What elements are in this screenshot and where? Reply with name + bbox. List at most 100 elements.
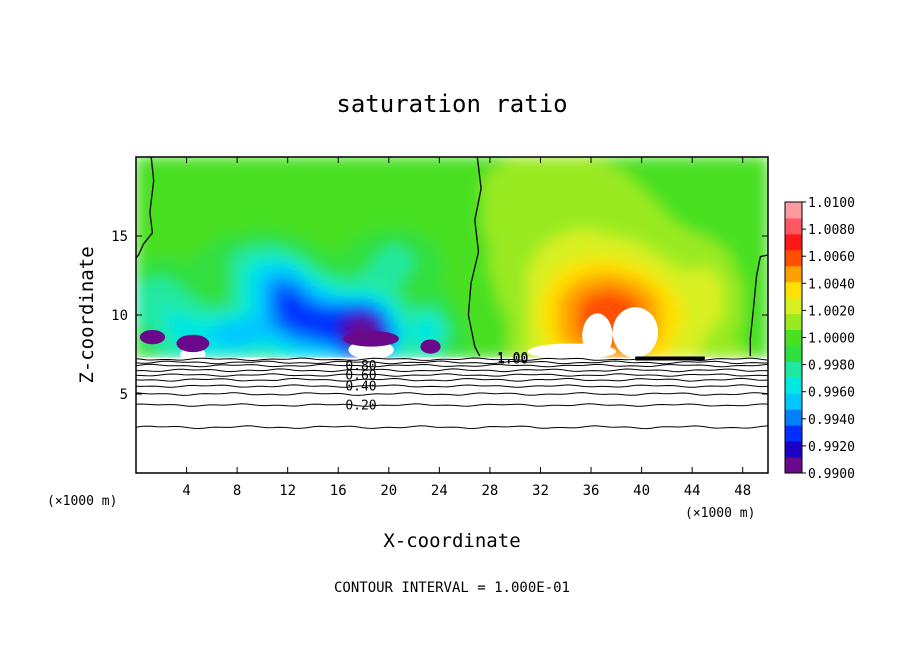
field-cell: [539, 276, 548, 283]
field-cell: [710, 188, 719, 194]
field-cell: [255, 304, 263, 311]
field-cell: [249, 320, 257, 327]
field-cell: [615, 200, 624, 206]
field-cell: [230, 196, 238, 202]
field-cell: [375, 244, 384, 250]
field-cell: [508, 260, 516, 266]
field-cell: [274, 341, 282, 347]
field-cell: [268, 160, 276, 166]
field-cell: [362, 308, 371, 315]
field-cell: [185, 288, 194, 295]
field-cell: [678, 220, 687, 226]
field-cell: [287, 324, 295, 331]
field-cell: [160, 312, 169, 319]
field-cell: [495, 280, 504, 287]
field-cell: [672, 228, 681, 234]
field-cell: [704, 160, 712, 166]
field-cell: [483, 204, 491, 210]
field-cell: [318, 212, 327, 218]
field-cell: [173, 188, 181, 194]
field-cell: [325, 336, 333, 343]
field-cell: [653, 353, 662, 359]
field-cell: [261, 268, 270, 274]
field-cell: [748, 336, 756, 343]
field-cell: [217, 260, 226, 266]
field-cell: [350, 204, 358, 210]
field-cell: [407, 180, 415, 186]
field-cell: [350, 284, 358, 291]
field-cell: [710, 288, 719, 295]
field-cell: [426, 292, 434, 299]
field-cell: [558, 316, 567, 323]
field-cell: [451, 188, 459, 194]
field-cell: [356, 324, 365, 331]
field-cell: [761, 224, 768, 230]
field-cell: [558, 172, 567, 178]
field-cell: [426, 200, 434, 206]
field-cell: [407, 312, 415, 319]
field-cell: [615, 353, 624, 359]
field-cell: [293, 232, 301, 238]
field-cell: [173, 349, 181, 355]
field-cell: [413, 208, 421, 214]
field-cell: [672, 236, 681, 242]
field-cell: [299, 240, 308, 246]
field-cell: [261, 168, 270, 174]
field-cell: [293, 312, 301, 319]
field-cell: [476, 220, 485, 226]
field-cell: [590, 176, 598, 182]
field-cell: [527, 324, 535, 331]
field-cell: [508, 220, 516, 226]
field-cell: [489, 208, 497, 214]
field-cell: [451, 256, 459, 262]
field-cell: [280, 204, 289, 210]
field-cell: [287, 272, 295, 278]
field-cell: [318, 244, 327, 250]
field-cell: [154, 212, 162, 218]
field-cell: [495, 268, 504, 274]
field-cell: [678, 260, 687, 266]
field-cell: [546, 328, 554, 335]
field-cell: [527, 248, 535, 254]
field-cell: [678, 320, 687, 327]
field-cell: [136, 288, 143, 295]
field-cell: [489, 349, 497, 355]
field-cell: [325, 345, 333, 351]
field-cell: [565, 268, 573, 274]
field-cell: [268, 280, 276, 287]
field-cell: [185, 320, 194, 327]
field-cell: [716, 341, 725, 347]
field-cell: [325, 349, 333, 355]
field-cell: [666, 212, 674, 218]
field-cell: [173, 192, 181, 198]
field-cell: [318, 176, 327, 182]
field-cell: [394, 276, 403, 283]
field-cell: [369, 192, 377, 198]
field-cell: [508, 284, 516, 291]
field-cell: [388, 220, 396, 226]
field-cell: [185, 308, 194, 315]
field-cell: [230, 232, 238, 238]
field-cell: [641, 164, 649, 170]
field-cell: [558, 224, 567, 230]
field-cell: [356, 288, 365, 295]
field-cell: [413, 332, 421, 339]
field-cell: [337, 176, 346, 182]
field-cell: [230, 160, 238, 166]
field-cell: [514, 240, 523, 246]
field-cell: [483, 192, 491, 198]
field-cell: [577, 240, 586, 246]
field-cell: [148, 232, 156, 238]
field-cell: [236, 208, 245, 214]
field-cell: [634, 168, 643, 174]
field-cell: [198, 320, 207, 327]
field-cell: [710, 172, 719, 178]
field-cell: [571, 296, 579, 303]
field-cell: [552, 228, 561, 234]
field-cell: [388, 292, 396, 299]
field-cell: [723, 324, 731, 331]
field-cell: [533, 324, 542, 331]
field-cell: [508, 324, 516, 331]
field-cell: [299, 284, 308, 291]
field-cell: [622, 176, 630, 182]
